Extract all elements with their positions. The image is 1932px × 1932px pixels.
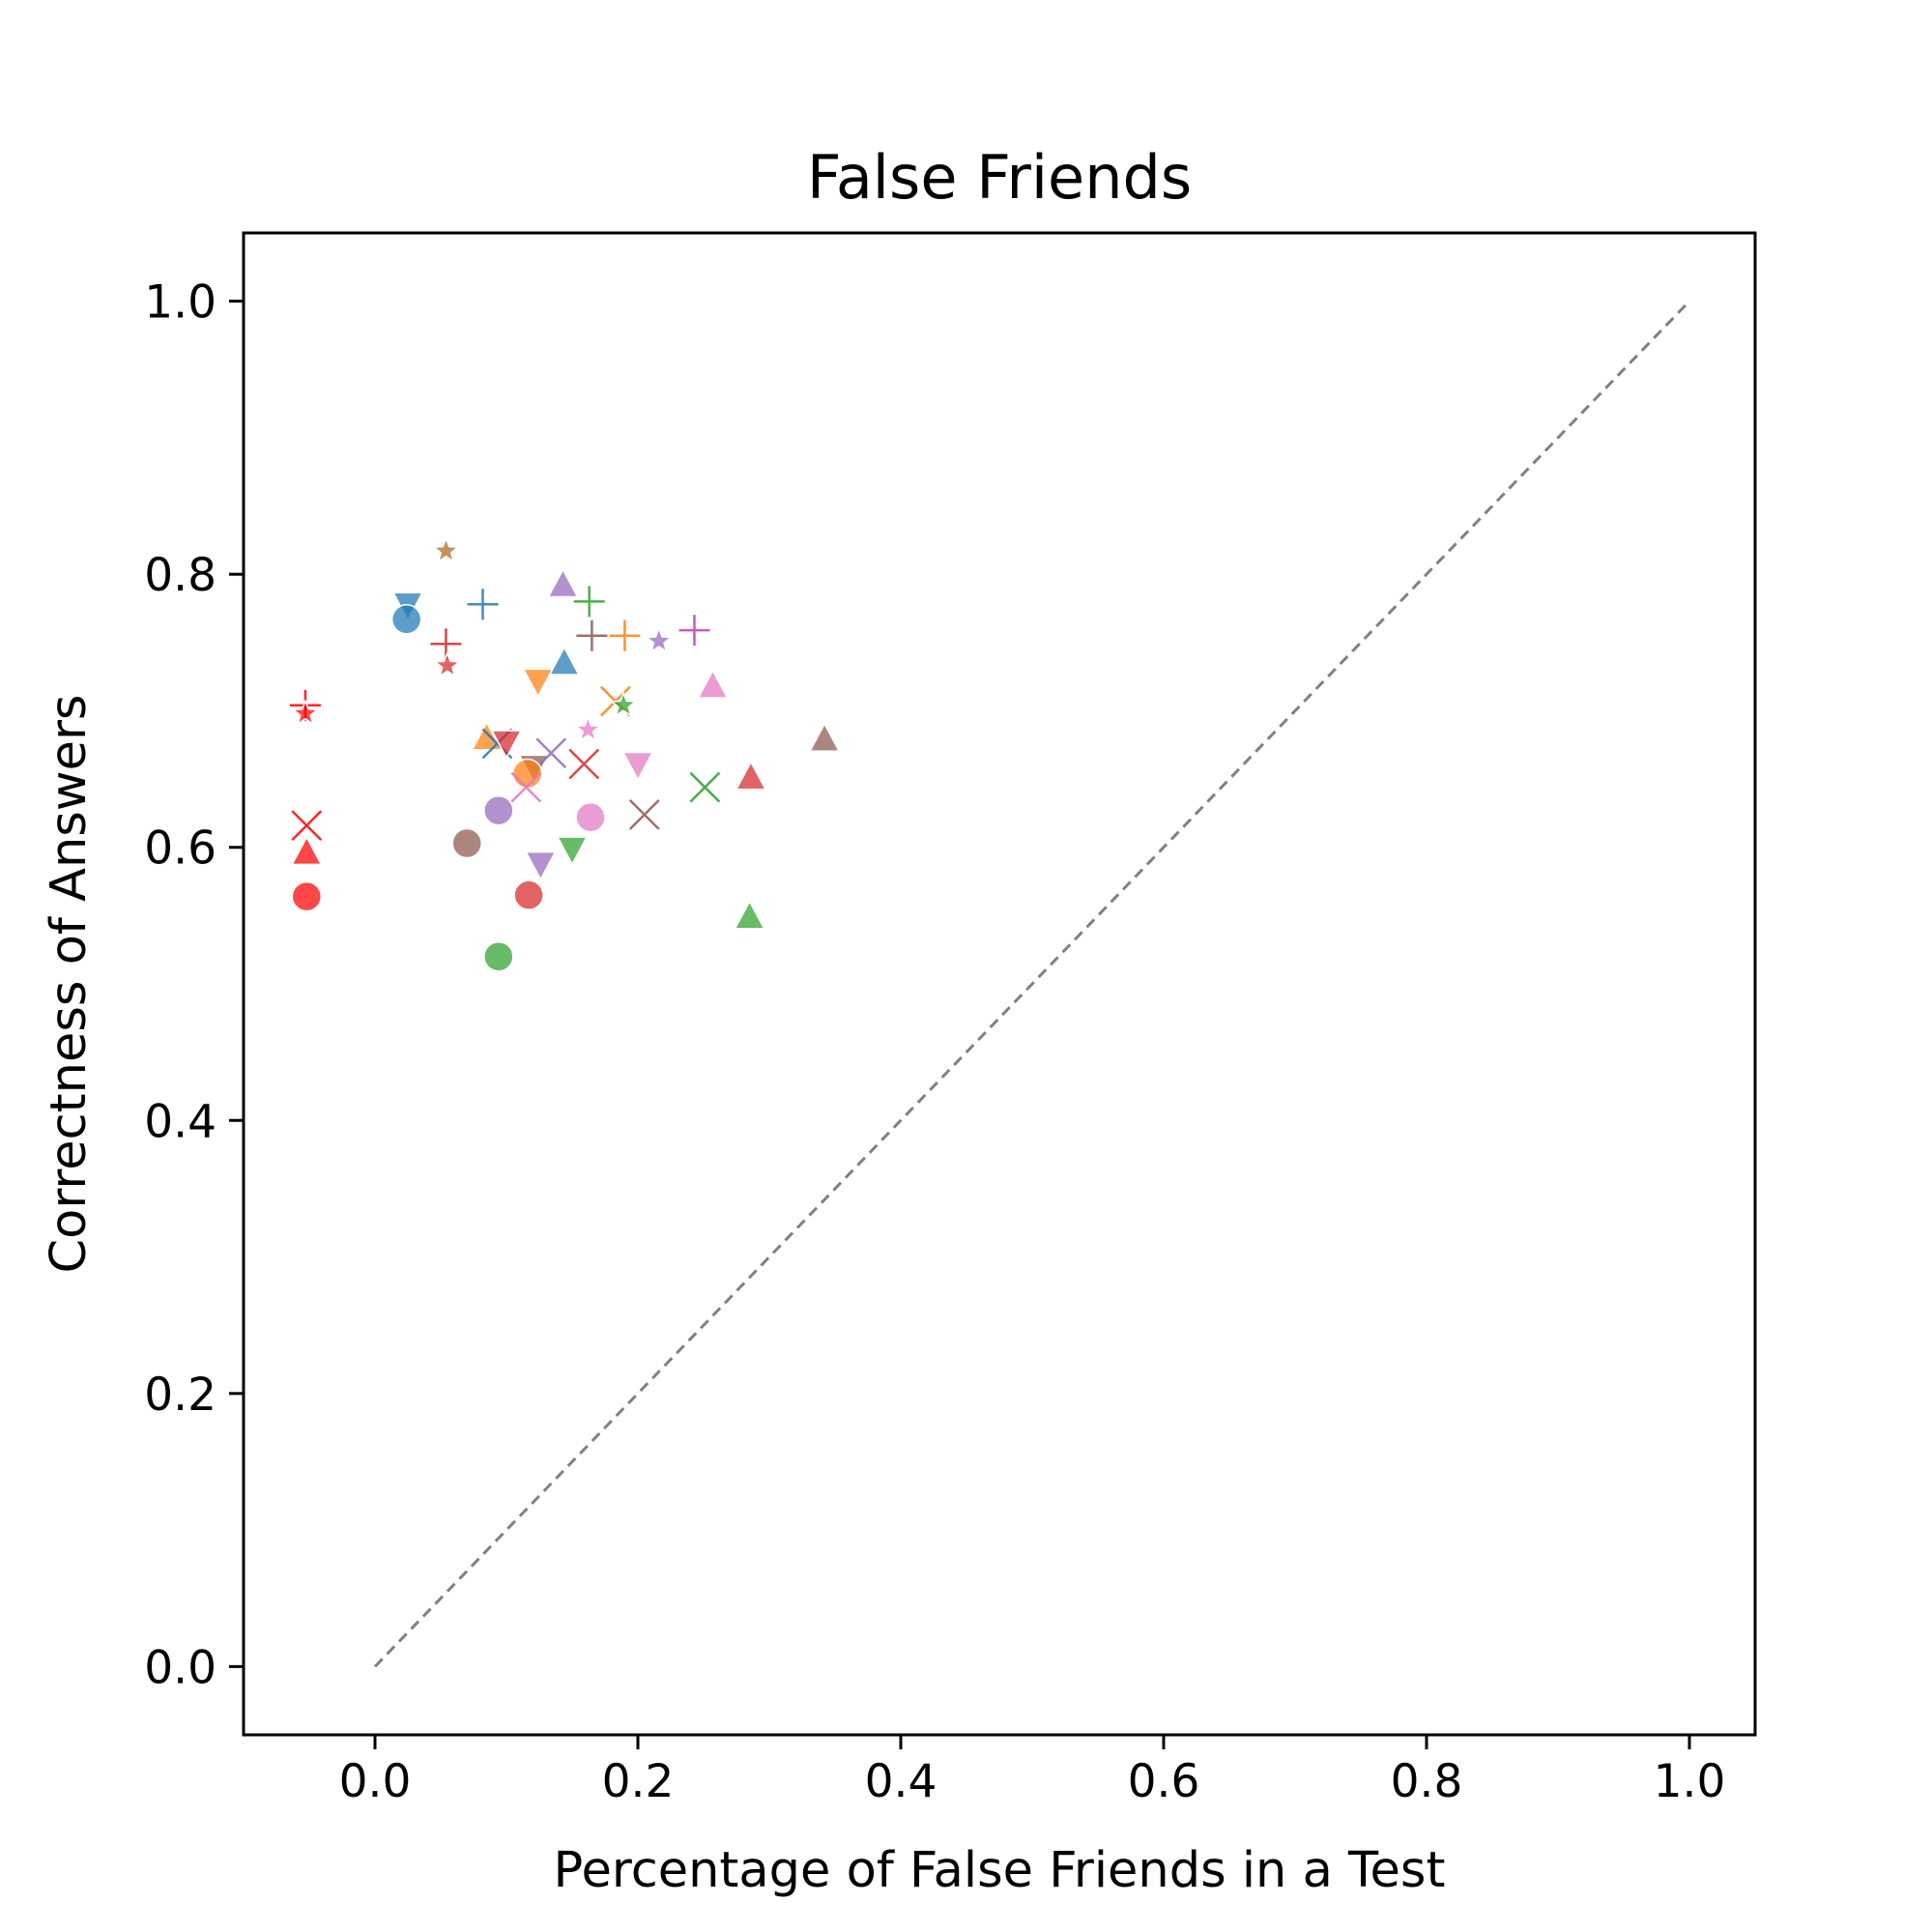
point-x <box>535 737 567 769</box>
point-circle <box>451 827 482 859</box>
x-tick-label: 0.2 <box>602 1755 675 1808</box>
point-triangle-up <box>291 835 323 866</box>
point-triangle-up <box>697 669 729 699</box>
point-circle <box>512 758 543 790</box>
point-star <box>573 715 602 742</box>
y-tick-label: 0.0 <box>144 1641 216 1694</box>
point-circle <box>483 794 514 826</box>
point-plus <box>609 620 641 651</box>
point-plus <box>430 628 462 660</box>
point-triangle-up <box>547 567 579 598</box>
point-plus <box>576 620 608 651</box>
point-circle <box>291 880 323 912</box>
x-axis-label: Percentage of False Friends in a Test <box>554 1842 1446 1899</box>
point-star <box>609 690 638 718</box>
point-plus <box>678 615 710 647</box>
point-circle <box>513 879 544 910</box>
data-points <box>289 536 841 972</box>
chart-title: False Friends <box>807 142 1192 213</box>
point-triangle-down <box>621 751 654 782</box>
point-x <box>510 771 542 803</box>
point-x <box>291 810 323 842</box>
point-x <box>628 798 660 830</box>
point-triangle-up <box>735 761 767 791</box>
y-tick-label: 0.6 <box>144 822 216 876</box>
reference-diagonal-line <box>373 300 1691 1668</box>
point-circle <box>575 801 606 833</box>
point-circle <box>483 940 514 972</box>
point-triangle-down <box>556 836 589 866</box>
x-tick-label: 0.0 <box>339 1755 412 1808</box>
y-tick-label: 0.4 <box>144 1095 216 1148</box>
point-triangle-down <box>525 851 557 881</box>
point-triangle-down <box>522 668 554 698</box>
plot-area <box>244 233 1755 1735</box>
x-axis-ticks: 0.0 0.2 0.4 0.6 0.8 1.0 <box>339 1735 1726 1808</box>
point-star <box>291 699 320 726</box>
point-x <box>689 771 721 803</box>
point-plus <box>573 586 605 618</box>
x-tick-label: 0.4 <box>865 1755 937 1808</box>
point-triangle-down <box>490 730 523 760</box>
point-triangle-up <box>808 722 841 752</box>
point-star <box>432 536 460 563</box>
point-triangle-up <box>734 900 765 930</box>
y-tick-label: 0.2 <box>144 1369 216 1422</box>
point-plus <box>467 589 499 620</box>
x-tick-label: 0.6 <box>1128 1755 1200 1808</box>
point-star <box>645 626 674 653</box>
x-tick-label: 1.0 <box>1654 1755 1726 1808</box>
plot-frame <box>242 231 1757 1737</box>
y-axis-label: Correctness of Answers <box>41 695 98 1274</box>
y-axis-ticks: 0.0 0.2 0.4 0.6 0.8 1.0 <box>144 276 244 1694</box>
y-tick-label: 0.8 <box>144 549 216 602</box>
point-star <box>433 650 462 678</box>
point-triangle-up <box>548 646 581 676</box>
y-tick-label: 1.0 <box>144 276 216 330</box>
point-x <box>568 748 600 780</box>
x-tick-label: 0.8 <box>1391 1755 1463 1808</box>
point-circle <box>390 604 422 635</box>
point-triangle-up <box>471 721 503 751</box>
